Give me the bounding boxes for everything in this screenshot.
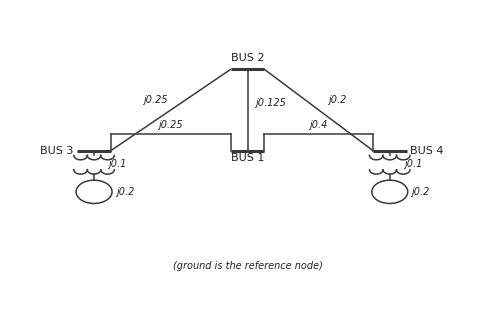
Text: (ground is the reference node): (ground is the reference node) (172, 261, 323, 271)
Text: j0.25: j0.25 (158, 120, 183, 130)
Text: BUS 1: BUS 1 (231, 153, 264, 163)
Text: j0.125: j0.125 (255, 98, 286, 108)
Text: BUS 4: BUS 4 (411, 146, 444, 156)
Text: j0.25: j0.25 (143, 95, 168, 105)
Text: j0.2: j0.2 (412, 187, 430, 197)
Text: j0.2: j0.2 (328, 95, 347, 105)
Text: j0.1: j0.1 (108, 159, 127, 169)
Text: BUS 2: BUS 2 (231, 53, 264, 63)
Text: j0.2: j0.2 (116, 187, 134, 197)
Text: BUS 3: BUS 3 (40, 146, 73, 156)
Text: j0.1: j0.1 (404, 159, 422, 169)
Text: j0.4: j0.4 (310, 120, 328, 130)
